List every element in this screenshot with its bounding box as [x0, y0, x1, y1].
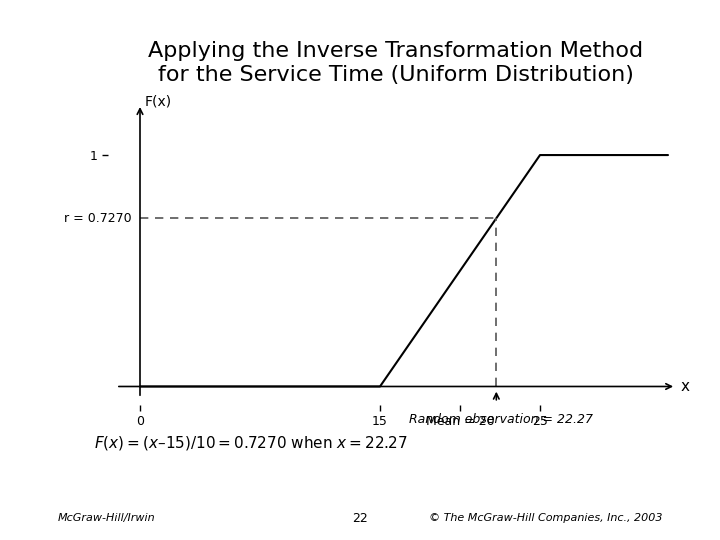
- Text: Random observation = 22.27: Random observation = 22.27: [409, 413, 593, 426]
- Text: x: x: [681, 379, 690, 394]
- Text: $F(x) = (x–15)/10 = 0.7270$ when $x = 22.27$: $F(x) = (x–15)/10 = 0.7270$ when $x = 22…: [94, 434, 408, 452]
- Text: r = 0.7270: r = 0.7270: [64, 212, 132, 225]
- Text: McGraw-Hill/Irwin: McGraw-Hill/Irwin: [58, 514, 156, 523]
- Text: © The McGraw-Hill Companies, Inc., 2003: © The McGraw-Hill Companies, Inc., 2003: [429, 514, 662, 523]
- Title: Applying the Inverse Transformation Method
for the Service Time (Uniform Distrib: Applying the Inverse Transformation Meth…: [148, 42, 644, 85]
- Text: 22: 22: [352, 512, 368, 525]
- Text: F(x): F(x): [145, 95, 172, 109]
